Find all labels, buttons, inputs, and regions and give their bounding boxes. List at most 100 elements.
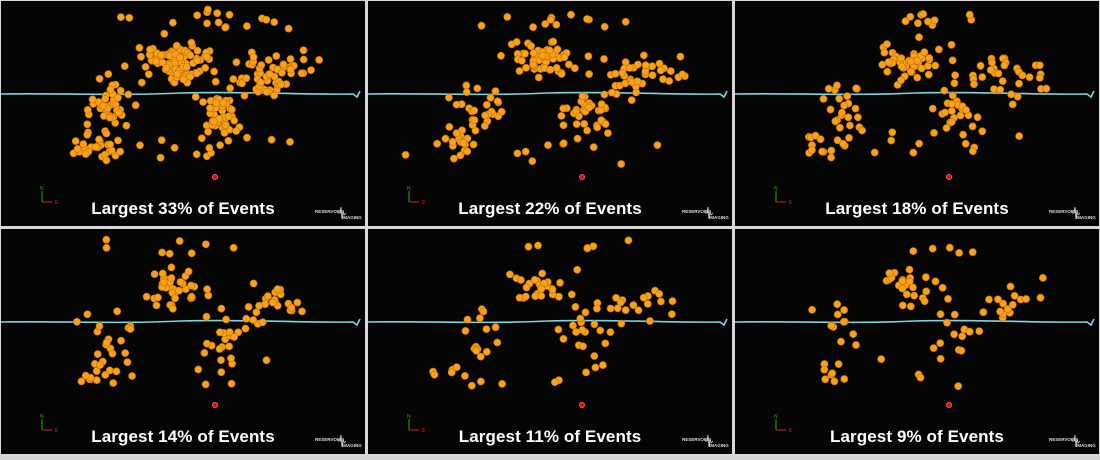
event-point [827,321,836,330]
event-point [1013,92,1022,101]
event-point [293,298,302,307]
event-point [915,33,923,42]
event-point [249,279,258,288]
event-point [252,308,261,317]
event-point [1015,132,1024,140]
event-point [968,147,977,156]
event-point [808,305,816,314]
event-point [601,339,610,348]
well-marker [211,173,218,180]
event-point [915,139,923,148]
event-point [278,68,286,77]
event-point [824,84,833,93]
event-point [498,379,506,388]
event-point [101,370,110,379]
event-point [224,136,233,145]
event-point [852,84,861,93]
event-point [668,297,677,305]
event-point [401,150,410,159]
event-point [546,15,555,24]
event-point [493,97,502,106]
event-point [978,73,987,81]
axis-north-label: N [774,186,778,192]
event-point [1015,79,1023,88]
event-point [948,91,957,100]
event-point [101,95,110,103]
event-point [618,69,627,77]
event-point [83,106,92,114]
event-point [820,365,829,374]
event-point [497,51,505,60]
event-point [249,316,258,324]
event-point [204,291,213,300]
event-point [923,17,932,26]
event-point [445,93,453,102]
event-point [158,248,166,257]
logo-line1: RESERVOIR [315,437,342,442]
event-point [170,143,179,152]
event-point [459,138,468,147]
event-point [105,113,114,122]
event-point [591,363,600,372]
event-point [985,295,993,304]
event-point [836,123,844,132]
event-point [994,69,1003,78]
event-point [227,354,235,363]
event-point [83,310,92,319]
event-point [299,46,308,55]
well-marker [945,401,952,408]
event-point [968,122,977,131]
event-point [456,151,465,160]
event-point [906,57,915,66]
event-point [548,285,557,294]
axis-north-label: N [407,414,411,420]
panel-caption: Largest 14% of Events [91,427,275,446]
event-point [221,121,230,129]
event-point [521,147,530,156]
event-point [113,307,121,316]
event-point [268,298,277,307]
event-point [197,134,206,143]
event-point [667,310,676,319]
event-point [477,21,486,30]
event-point [909,247,918,255]
event-point [1007,90,1015,99]
event-point [573,265,582,274]
event-point [956,111,965,120]
event-point [545,46,554,55]
event-point [950,79,959,88]
event-point [238,79,246,88]
event-point [265,70,274,79]
event-point [467,381,476,390]
event-point [186,51,195,60]
event-point [582,368,590,377]
event-point [633,77,642,86]
scatter-plot: NE [735,243,1095,434]
event-point [883,40,891,48]
axis-east-label: E [55,428,59,434]
event-point [852,341,860,349]
event-point [102,338,111,347]
event-point [93,350,102,358]
event-point [263,292,272,300]
event-point [947,100,956,108]
event-point [898,284,907,293]
event-point [833,310,842,319]
event-point [676,52,685,61]
event-point [470,116,479,124]
event-point [601,120,610,128]
event-point [151,57,160,66]
event-point [590,352,599,360]
event-point [1010,291,1019,300]
event-point [71,137,80,145]
event-point [112,367,121,376]
event-point [885,269,894,277]
event-point [232,127,241,135]
event-point [919,10,928,18]
event-point [624,236,633,245]
event-point [913,19,922,28]
logo-line1: RESERVOIR [682,437,709,442]
event-point [452,100,461,109]
event-point [128,372,137,380]
event-point [156,153,165,162]
